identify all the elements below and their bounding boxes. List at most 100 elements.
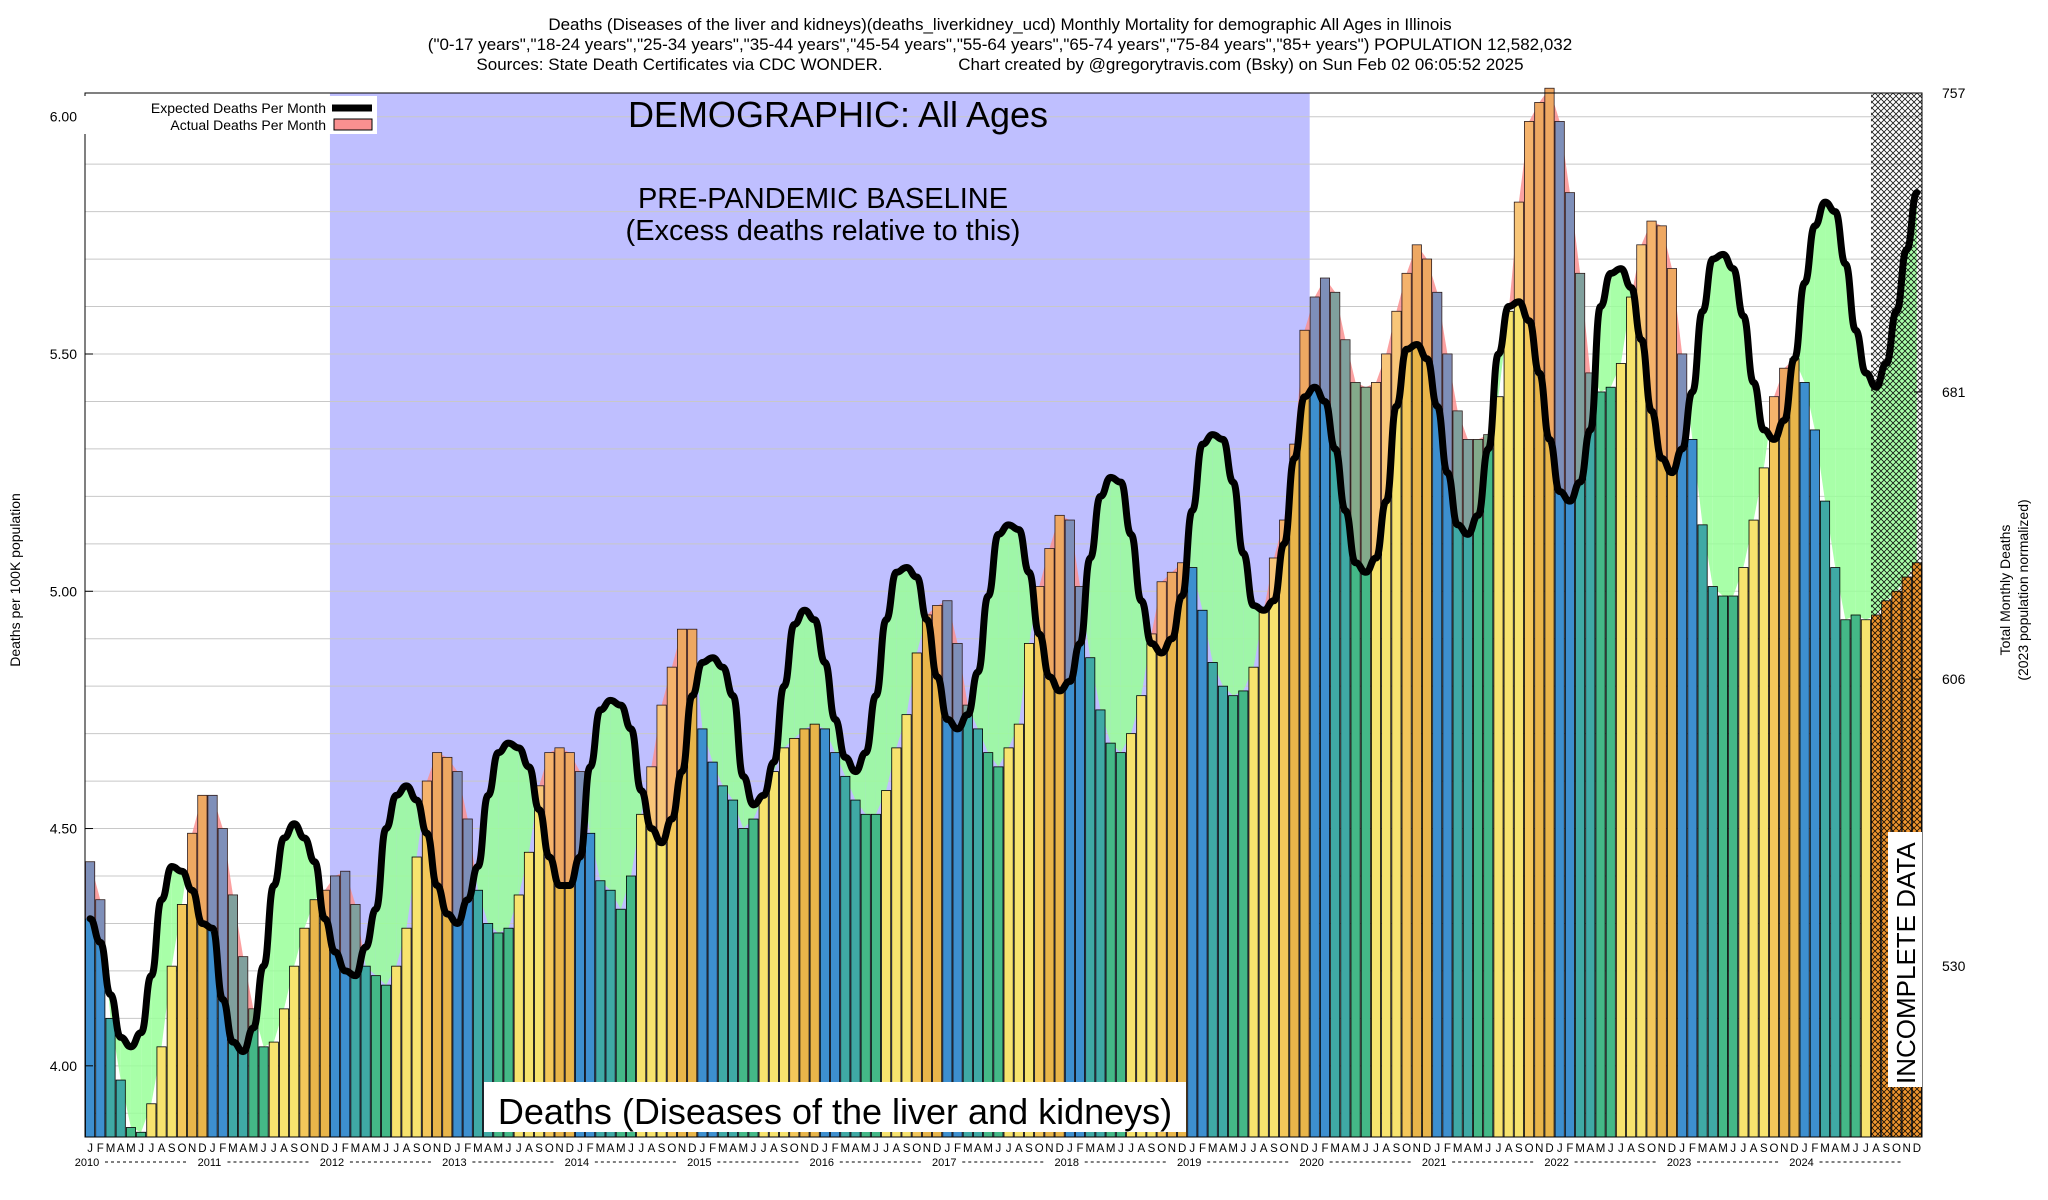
month-label: A (525, 1143, 533, 1155)
actual-deaths-bar (921, 614, 932, 1138)
month-label: S (1148, 1143, 1156, 1155)
month-label: J (1557, 1143, 1563, 1155)
month-label: J (1618, 1143, 1624, 1155)
year-label: 2011 (198, 1157, 222, 1169)
month-label: J (1741, 1143, 1747, 1155)
month-label: M (1575, 1143, 1585, 1155)
actual-deaths-bar (1156, 581, 1167, 1138)
month-label: J (822, 1143, 828, 1155)
month-label: F (1321, 1143, 1328, 1155)
month-label: J (577, 1143, 583, 1155)
actual-deaths-bar (1799, 382, 1810, 1138)
month-label: D (1055, 1143, 1063, 1155)
actual-deaths-bar (1187, 567, 1198, 1138)
month-label: J (1496, 1143, 1502, 1155)
month-label: M (1228, 1143, 1238, 1155)
actual-deaths-bar (1483, 434, 1494, 1138)
baseline-label: PRE-PANDEMIC BASELINE (638, 183, 1008, 215)
month-label: J (1863, 1143, 1869, 1155)
month-label: M (1208, 1143, 1218, 1155)
actual-deaths-bar (1493, 396, 1504, 1138)
year-label: 2023 (1667, 1157, 1691, 1169)
excess-bar-overlay (1065, 520, 1075, 682)
actual-deaths-bars (85, 87, 1922, 1138)
excess-bar-overlay (1044, 548, 1055, 677)
demographic-label: DEMOGRAPHIC: All Ages (628, 94, 1048, 135)
chart-legend: Expected Deaths Per Month Actual Deaths … (84, 96, 377, 134)
month-label: N (1413, 1143, 1421, 1155)
actual-deaths-bar (136, 1131, 147, 1138)
actual-deaths-bar (1707, 586, 1718, 1138)
fill-segment (171, 866, 182, 967)
excess-bar-overlay (646, 766, 657, 829)
legend-actual-swatch (333, 118, 373, 131)
month-label: M (371, 1143, 381, 1155)
fill-segment (1120, 482, 1132, 753)
actual-deaths-bar (115, 1079, 126, 1138)
y-axis-label: Deaths per 100K population (7, 493, 23, 667)
month-label: J (271, 1143, 277, 1155)
actual-deaths-bar (1136, 695, 1147, 1138)
year-label: 2019 (1177, 1157, 1201, 1169)
month-label: O (1770, 1143, 1779, 1155)
excess-bar-overlay (238, 956, 248, 1052)
baseline-sublabel: (Excess deaths relative to this) (626, 215, 1021, 247)
actual-deaths-bar (983, 752, 994, 1138)
excess-bar-overlay (1412, 244, 1422, 345)
actual-deaths-bar (1034, 586, 1045, 1138)
excess-bar-overlay (1299, 330, 1310, 397)
actual-deaths-bar (1830, 567, 1841, 1138)
excess-bar-overlay (1340, 339, 1350, 511)
month-label: S (1760, 1143, 1768, 1155)
month-label: N (433, 1143, 441, 1155)
month-label: O (1647, 1143, 1656, 1155)
month-label: N (555, 1143, 563, 1155)
month-label: J (996, 1143, 1002, 1155)
excess-bar-overlay (667, 667, 677, 820)
month-label: A (1872, 1143, 1880, 1155)
month-label: M (1718, 1143, 1728, 1155)
year-label: 2017 (932, 1157, 956, 1169)
month-label: S (1393, 1143, 1401, 1155)
fill-segment (1610, 268, 1621, 388)
actual-deaths-bar (891, 747, 902, 1138)
month-label: N (1168, 1143, 1176, 1155)
excess-bar-overlay (657, 705, 667, 843)
excess-bar-overlay (1463, 439, 1473, 535)
actual-deaths-bar (1626, 296, 1637, 1138)
fill-segment (141, 975, 152, 1133)
excess-bar-overlay (534, 785, 544, 810)
fill-segment (508, 743, 519, 929)
month-label: J (1608, 1143, 1614, 1155)
month-label: M (126, 1143, 136, 1155)
excess-bar-overlay (687, 629, 697, 696)
y2-tick-label: 757 (1942, 85, 1966, 101)
month-label: D (688, 1143, 696, 1155)
actual-deaths-bar (1197, 609, 1208, 1138)
month-label: A (362, 1143, 370, 1155)
month-label: D (1668, 1143, 1676, 1155)
legend-actual-label: Actual Deaths Per Month (170, 117, 326, 133)
actual-deaths-bar (1840, 619, 1851, 1138)
actual-deaths-bar (779, 747, 790, 1138)
month-label: D (1423, 1143, 1431, 1155)
excess-bar-overlay (1432, 292, 1442, 407)
month-label: M (106, 1143, 116, 1155)
month-label: A (1137, 1143, 1145, 1155)
actual-deaths-bar (911, 652, 922, 1138)
month-label: S (290, 1143, 298, 1155)
year-label: 2020 (1299, 1157, 1323, 1169)
fill-segment (906, 567, 917, 715)
month-label: M (963, 1143, 973, 1155)
month-label: J (383, 1143, 389, 1155)
fill-segment (1100, 477, 1111, 744)
month-label: M (1841, 1143, 1851, 1155)
month-label: O (912, 1143, 921, 1155)
month-label: J (393, 1143, 399, 1155)
actual-deaths-bar (1217, 685, 1228, 1138)
actual-deaths-bar (1595, 391, 1606, 1138)
actual-deaths-bar (1126, 733, 1137, 1138)
month-label: F (832, 1143, 839, 1155)
month-label: D (1913, 1143, 1921, 1155)
